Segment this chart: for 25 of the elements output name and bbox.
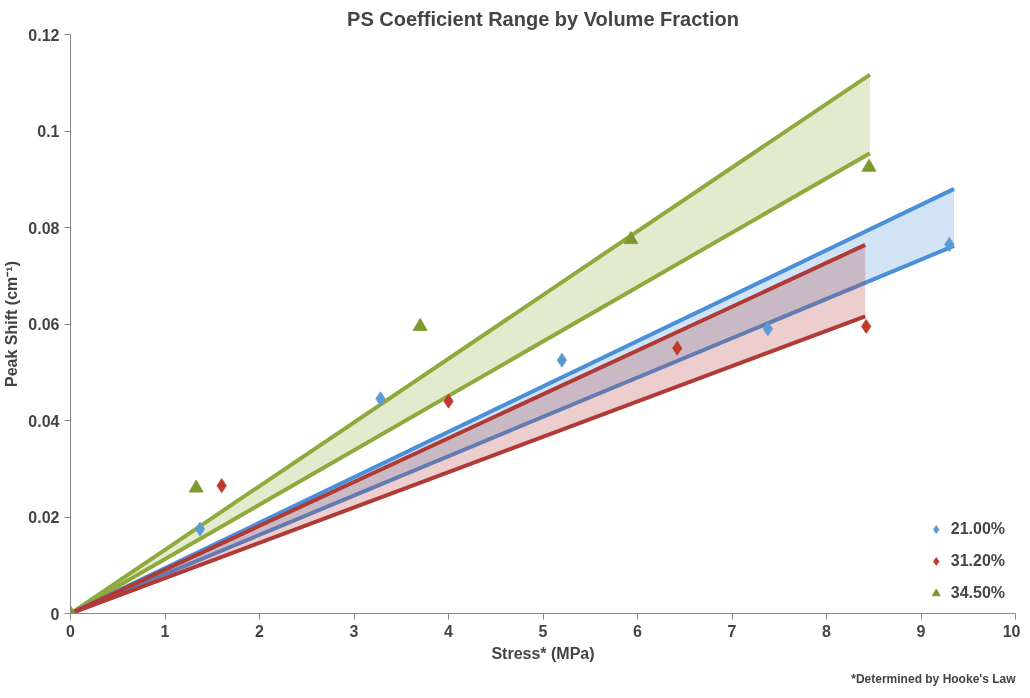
x-tick-label: 2 (255, 622, 265, 640)
x-tick-label: 0 (66, 622, 76, 640)
x-tick-label: 1 (160, 622, 170, 640)
legend-label: 31.20% (950, 552, 1005, 570)
legend-label: 34.50% (950, 584, 1005, 602)
y-axis-title: Peak Shift (cm⁻¹) (3, 261, 21, 387)
y-tick-label: 0.1 (37, 123, 60, 140)
x-tick-label: 10 (1002, 622, 1021, 640)
chart-title: PS Coefficient Range by Volume Fraction (347, 7, 739, 30)
x-tick-label: 4 (444, 622, 454, 640)
y-tick-label: 0.12 (28, 26, 60, 44)
x-axis-title: Stress* (MPa) (491, 644, 595, 662)
y-tick-label: 0.04 (28, 412, 60, 430)
y-tick-label: 0.06 (28, 316, 60, 333)
x-tick-label: 6 (633, 622, 643, 640)
x-tick-label: 3 (349, 622, 359, 640)
legend-label: 21.00% (950, 520, 1005, 538)
y-tick-label: 0.02 (28, 509, 60, 526)
x-tick-label: 7 (727, 622, 737, 640)
x-tick-label: 8 (822, 622, 832, 640)
x-tick-label: 5 (538, 622, 548, 640)
y-tick-label: 0.08 (28, 219, 60, 237)
text: *Determined by Hooke's Law (851, 671, 1017, 686)
x-tick-label: 9 (916, 622, 926, 640)
y-tick-label: 0 (50, 605, 60, 623)
